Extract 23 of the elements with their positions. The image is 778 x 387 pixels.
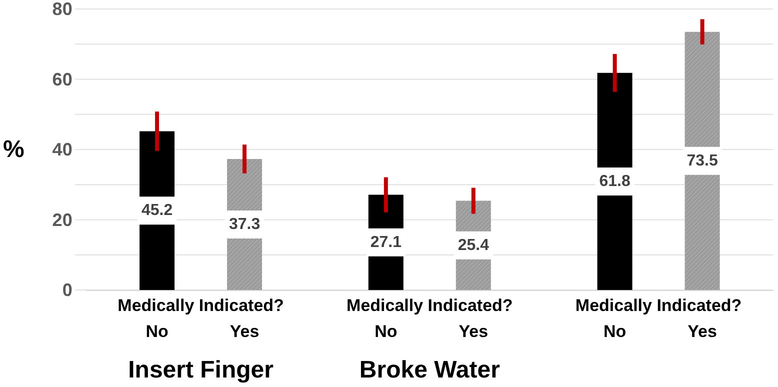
x-tick-label: Insert Finger	[128, 356, 274, 384]
text: No	[603, 322, 626, 341]
data-label: 37.3	[228, 216, 260, 233]
y-tick-label: 0	[62, 280, 72, 300]
data-label: 45.2	[141, 202, 173, 220]
text: Yes	[458, 322, 488, 341]
y-tick-label: 60	[52, 69, 72, 90]
text: Medically Indicated?	[575, 296, 742, 315]
data-label: 61.8	[599, 172, 630, 190]
y-tick-label: 20	[52, 210, 72, 230]
text: Medically Indicated?	[118, 296, 284, 315]
text: Yes	[688, 322, 717, 341]
x-tick-label: Broke Water	[359, 356, 500, 384]
text: Medically Indicated?	[346, 296, 513, 315]
y-tick-label: 80	[52, 0, 72, 19]
y-tick-label: 40	[52, 140, 72, 160]
data-label: 25.4	[458, 236, 490, 254]
data-label: 27.1	[370, 234, 402, 251]
y-axis-title: %	[2, 136, 24, 163]
data-label: 73.5	[686, 152, 718, 170]
series-label: No	[146, 322, 168, 341]
text: No	[374, 322, 398, 341]
series-label: Yes	[230, 322, 260, 341]
